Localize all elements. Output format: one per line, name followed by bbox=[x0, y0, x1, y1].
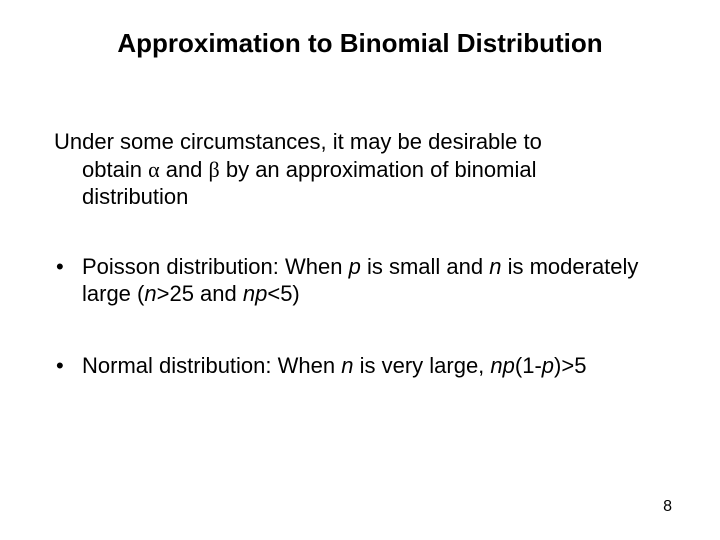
page-number: 8 bbox=[663, 498, 672, 516]
b2-d: )>5 bbox=[554, 353, 586, 378]
b2-a: Normal distribution: When bbox=[82, 353, 341, 378]
b1-a: Poisson distribution: When bbox=[82, 254, 349, 279]
beta-symbol: β bbox=[209, 157, 220, 182]
b2-n: n bbox=[341, 353, 353, 378]
b1-d: >25 and bbox=[157, 281, 243, 306]
bullet-list: Poisson distribution: When p is small an… bbox=[54, 253, 664, 380]
intro-paragraph: Under some circumstances, it may be desi… bbox=[54, 128, 664, 211]
alpha-symbol: α bbox=[148, 157, 160, 182]
intro-line2a: obtain bbox=[82, 157, 148, 182]
bullet-poisson: Poisson distribution: When p is small an… bbox=[54, 253, 664, 308]
b1-p: p bbox=[349, 254, 361, 279]
intro-line2c: by an approximation of binomial bbox=[220, 157, 537, 182]
b2-c: (1- bbox=[515, 353, 542, 378]
bullet-normal: Normal distribution: When n is very larg… bbox=[54, 352, 664, 380]
intro-line3: distribution bbox=[82, 184, 188, 209]
intro-line1: Under some circumstances, it may be desi… bbox=[54, 129, 542, 154]
b1-n1: n bbox=[489, 254, 501, 279]
b2-np: np bbox=[490, 353, 514, 378]
intro-line2-wrap: obtain α and β by an approximation of bi… bbox=[54, 156, 664, 211]
slide-body: Under some circumstances, it may be desi… bbox=[54, 128, 664, 423]
slide-title: Approximation to Binomial Distribution bbox=[0, 28, 720, 59]
b1-e: <5) bbox=[267, 281, 299, 306]
slide: Approximation to Binomial Distribution U… bbox=[0, 0, 720, 540]
b2-p: p bbox=[542, 353, 554, 378]
b1-np: np bbox=[243, 281, 267, 306]
b1-n2: n bbox=[144, 281, 156, 306]
b1-b: is small and bbox=[361, 254, 489, 279]
intro-line2b: and bbox=[160, 157, 209, 182]
b2-b: is very large, bbox=[353, 353, 490, 378]
